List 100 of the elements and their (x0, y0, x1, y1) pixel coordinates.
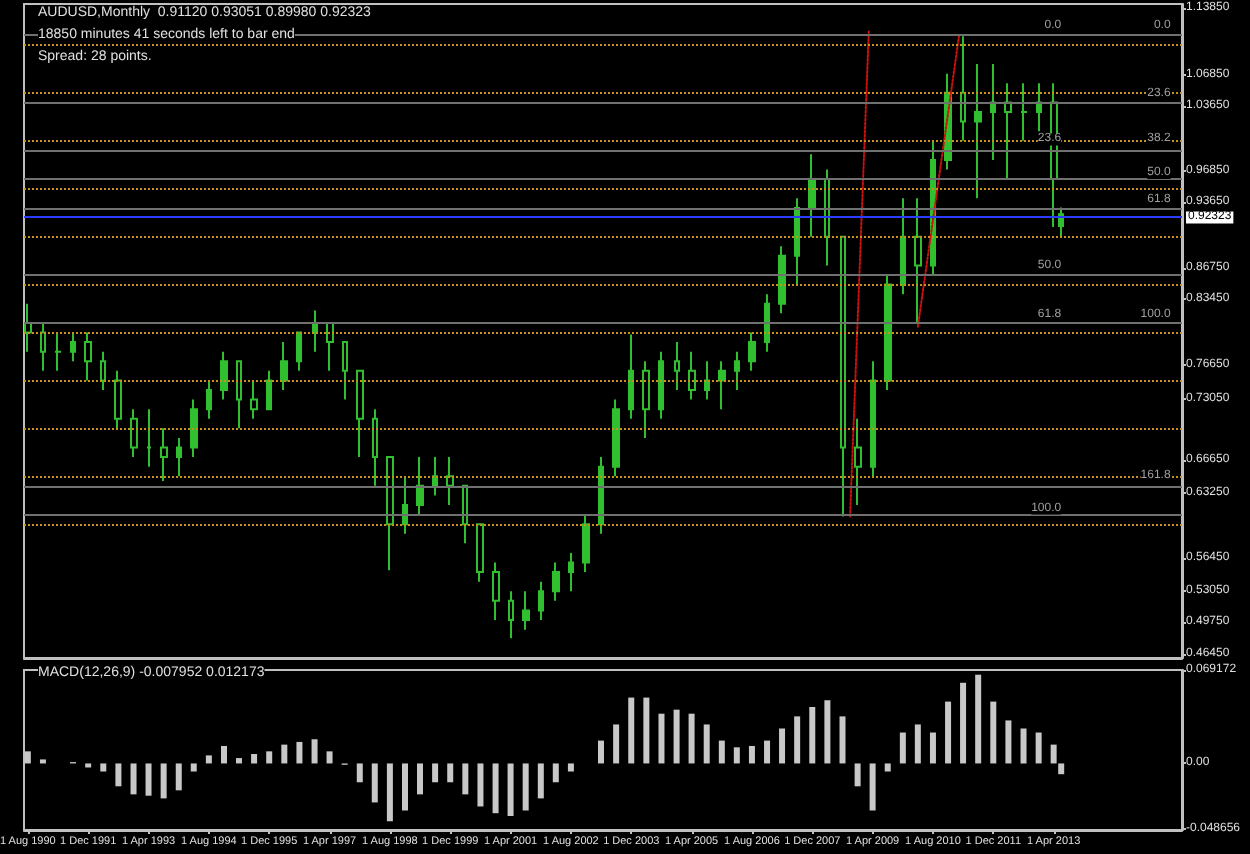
bar (854, 763, 861, 787)
bar (688, 713, 695, 764)
candlestick (236, 360, 242, 430)
candlestick (462, 484, 468, 545)
candlestick (176, 436, 182, 478)
candlestick (250, 379, 258, 420)
bar (567, 763, 574, 772)
bar (1050, 744, 1057, 764)
candlestick (734, 350, 740, 391)
bar (477, 763, 484, 807)
candlestick (582, 513, 590, 574)
bar (1020, 728, 1027, 764)
candlestick (794, 197, 800, 286)
bar (100, 763, 107, 772)
bar (673, 709, 680, 764)
bar (613, 724, 620, 764)
candlestick (206, 379, 212, 420)
bar (402, 763, 408, 811)
bar (598, 740, 605, 764)
candlestick (508, 590, 514, 640)
candlestick (190, 398, 198, 459)
candlestick (446, 456, 454, 507)
bar (356, 763, 363, 783)
bar (552, 763, 559, 783)
bar (824, 700, 831, 764)
bar (462, 763, 469, 795)
bar (1005, 720, 1012, 764)
bar (522, 763, 529, 811)
bar (251, 754, 258, 764)
candlestick (658, 350, 664, 420)
bar (447, 763, 454, 783)
candlestick (914, 197, 922, 324)
candlestick (764, 293, 770, 353)
bar (1058, 763, 1065, 775)
candlestick (312, 309, 318, 353)
bar (115, 763, 122, 787)
candlestick (612, 398, 620, 478)
candlestick (1036, 82, 1042, 133)
bar (839, 716, 846, 764)
bar (220, 745, 227, 764)
bar (658, 713, 665, 764)
candlestick (386, 456, 394, 572)
bar (371, 763, 378, 803)
candlestick (84, 331, 92, 382)
candlestick (70, 331, 76, 363)
bar (160, 763, 167, 799)
candlestick (372, 408, 378, 487)
candlestick (160, 427, 168, 483)
bar (628, 697, 635, 764)
candlestick (674, 341, 680, 391)
bar (764, 740, 771, 764)
candlestick (114, 369, 122, 430)
candlestick (146, 408, 152, 468)
candlestick (960, 35, 966, 142)
bar (386, 763, 393, 822)
bar (945, 701, 952, 764)
candlestick (402, 475, 408, 535)
bar (914, 724, 921, 764)
bar (1035, 732, 1042, 764)
candlestick (552, 561, 560, 602)
bar (145, 763, 152, 796)
candlestick (688, 350, 696, 401)
candlestick (522, 590, 530, 631)
candlestick (492, 561, 500, 622)
bar (416, 763, 423, 795)
bar (130, 763, 137, 795)
candlestick (808, 153, 816, 238)
bar (235, 758, 242, 764)
bar (703, 724, 710, 764)
candlestick (854, 417, 862, 507)
bar (266, 751, 273, 764)
bar (990, 701, 997, 764)
bar (326, 751, 333, 764)
bar (733, 747, 740, 764)
bar (899, 732, 906, 764)
candlestick (598, 456, 604, 535)
candlestick (778, 245, 786, 315)
bar (432, 763, 439, 783)
candlestick (24, 302, 32, 353)
candlestick (356, 369, 364, 459)
candlestick (642, 360, 650, 439)
bar (960, 682, 967, 764)
bar (884, 763, 891, 772)
bar (929, 732, 936, 764)
bar (311, 739, 318, 764)
candlestick (326, 321, 334, 372)
bar (190, 763, 197, 772)
candlestick (824, 168, 830, 267)
bar (175, 763, 182, 791)
candlestick (840, 235, 846, 518)
candlestick (130, 408, 138, 459)
candlestick (884, 273, 892, 391)
candlestick (100, 350, 106, 391)
candlestick (266, 369, 272, 411)
bar (809, 706, 816, 764)
candlestick (628, 333, 634, 420)
candlestick (342, 341, 348, 401)
bar (643, 697, 650, 764)
bar (537, 763, 544, 799)
candlestick (990, 63, 996, 161)
